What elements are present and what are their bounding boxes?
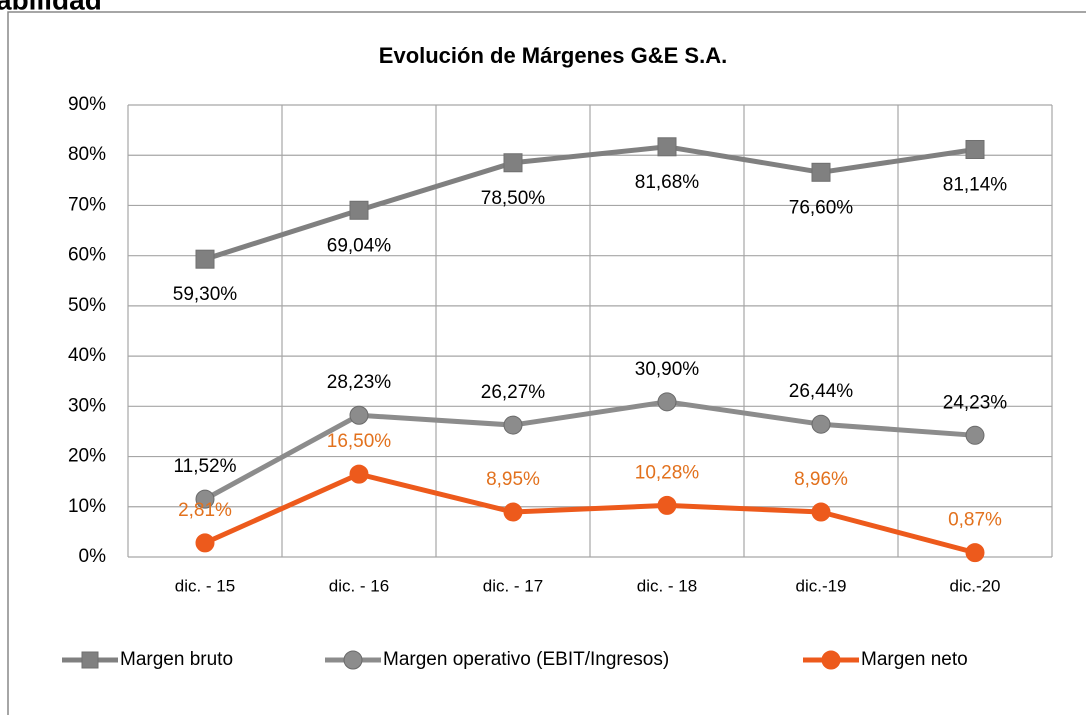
marker [349, 405, 369, 425]
marker [657, 392, 677, 412]
value-label: 2,81% [178, 500, 232, 521]
marker [811, 162, 831, 182]
value-label: 26,44% [789, 381, 854, 402]
y-tick-label: 10% [68, 496, 106, 517]
marker [195, 489, 215, 509]
value-label: 11,52% [173, 456, 236, 477]
marker [349, 200, 369, 220]
marker [811, 502, 831, 522]
value-label: 0,87% [948, 510, 1002, 531]
marker [965, 543, 985, 563]
value-label: 69,04% [327, 235, 392, 256]
value-label: 26,27% [481, 382, 546, 403]
marker [503, 415, 523, 435]
value-label: 78,50% [481, 188, 546, 209]
x-tick-label: dic.-20 [949, 576, 1000, 595]
series-line [204, 144, 976, 262]
marker [657, 495, 677, 515]
y-tick-label: 80% [68, 144, 106, 165]
x-tick-label: dic. - 18 [637, 576, 697, 595]
marker [657, 137, 677, 157]
x-tick-label: dic.-19 [795, 576, 846, 595]
value-label: 30,90% [635, 359, 700, 380]
legend-marker [81, 651, 99, 669]
marker [965, 425, 985, 445]
x-tick-label: dic. - 17 [483, 576, 543, 595]
y-tick-label: 20% [68, 446, 106, 467]
marker [503, 153, 523, 173]
chart-frame [7, 11, 1086, 715]
marker [349, 464, 369, 484]
y-tick-label: 0% [79, 546, 107, 567]
legend-marker [343, 650, 363, 670]
series-line [203, 399, 976, 502]
legend-label: Margen bruto [120, 649, 233, 670]
marker [965, 139, 985, 159]
y-tick-label: 90% [68, 94, 106, 115]
x-tick-label: dic. - 15 [175, 576, 235, 595]
legend-marker [821, 650, 841, 670]
value-label: 8,95% [486, 469, 540, 490]
chart-title: Evolución de Márgenes G&E S.A. [379, 43, 727, 68]
marker [503, 502, 523, 522]
marker [811, 414, 831, 434]
marker [195, 249, 215, 269]
value-label: 16,50% [327, 431, 392, 452]
marker [195, 533, 215, 553]
value-label: 81,68% [635, 172, 700, 193]
value-label: 24,23% [943, 392, 1008, 413]
y-tick-label: 30% [68, 395, 106, 416]
value-label: 76,60% [789, 197, 854, 218]
y-tick-label: 40% [68, 345, 106, 366]
y-tick-label: 60% [68, 245, 106, 266]
y-tick-label: 50% [68, 295, 106, 316]
series-line [203, 471, 976, 556]
value-label: 59,30% [173, 284, 238, 305]
value-label: 81,14% [943, 175, 1008, 196]
value-label: 10,28% [635, 462, 700, 483]
page-heading: abilidad [0, 0, 102, 15]
x-tick-label: dic. - 16 [329, 576, 389, 595]
value-label: 8,96% [794, 469, 848, 490]
legend-label: Margen neto [861, 649, 968, 670]
y-tick-label: 70% [68, 194, 106, 215]
heading-bg [0, 0, 140, 11]
value-label: 28,23% [327, 372, 392, 393]
legend-label: Margen operativo (EBIT/Ingresos) [383, 649, 669, 670]
